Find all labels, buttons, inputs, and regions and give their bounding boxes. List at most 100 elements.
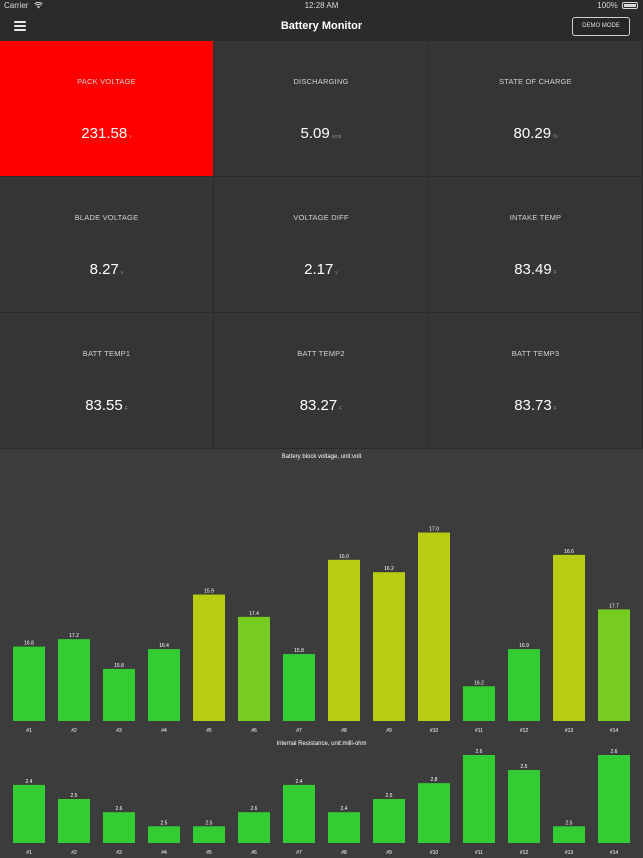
voltage-category-label: #10 <box>430 728 439 734</box>
resistance-category-label: #10 <box>430 850 439 856</box>
voltage-category-label: #7 <box>296 728 302 734</box>
tile-label: DISCHARGING <box>293 77 349 86</box>
tile-value: 83.55 F <box>0 397 213 414</box>
tile-blade-voltage[interactable]: BLADE VOLTAGE 8.27 v <box>0 177 214 313</box>
voltage-category-label: #13 <box>565 728 574 734</box>
voltage-bar <box>148 649 180 721</box>
resistance-category-label: #3 <box>116 850 122 856</box>
battery-group: 100% <box>597 0 638 12</box>
carrier-label: Carrier <box>4 1 29 10</box>
resistance-bar <box>553 826 585 843</box>
tile-value: 83.73 F <box>429 397 642 414</box>
tile-state-of-charge[interactable]: STATE OF CHARGE 80.29% <box>429 41 643 177</box>
value-text: 83.55 <box>85 397 123 414</box>
charts-panel: Battery block voltage, unit:volt 16.8 #1 1… <box>0 449 643 858</box>
tile-value: 5.09 amp <box>214 125 428 142</box>
voltage-value-label: 16.4 <box>159 643 169 649</box>
tile-label: PACK VOLTAGE <box>77 77 136 86</box>
resistance-value-label: 2.4 <box>26 779 33 785</box>
resistance-category-label: #8 <box>341 850 347 856</box>
voltage-value-label: 15.9 <box>204 589 214 595</box>
tile-label: VOLTAGE DIFF <box>293 213 349 222</box>
value-text: 83.73 <box>514 397 552 414</box>
resistance-category-label: #11 <box>475 850 483 856</box>
unit-text: amp <box>331 134 342 140</box>
voltage-bar <box>508 649 540 721</box>
voltage-value-label: 17.2 <box>69 633 79 639</box>
voltage-bar <box>373 572 405 721</box>
resistance-value-label: 2.6 <box>251 806 258 812</box>
resistance-category-label: #13 <box>565 850 574 856</box>
tile-label: BLADE VOLTAGE <box>74 213 139 222</box>
resistance-category-label: #7 <box>296 850 302 856</box>
resistance-bar <box>238 812 270 843</box>
tile-discharging[interactable]: DISCHARGING 5.09 amp <box>214 41 429 177</box>
carrier-group: Carrier <box>4 0 43 12</box>
voltage-value-label: 15.8 <box>114 663 124 669</box>
tile-label: BATT TEMP2 <box>297 349 345 358</box>
hamburger-menu-icon[interactable] <box>14 21 26 31</box>
voltage-value-label: 16.6 <box>564 549 574 555</box>
voltage-bar <box>463 686 495 721</box>
resistance-bar <box>103 812 135 843</box>
unit-text: v <box>335 270 338 276</box>
resistance-value-label: 2.4 <box>341 806 348 812</box>
tile-value: 80.29% <box>429 125 642 142</box>
voltage-category-label: #9 <box>386 728 392 734</box>
value-text: 5.09 <box>300 125 330 142</box>
unit-text: v <box>120 270 124 276</box>
voltage-category-label: #3 <box>116 728 122 734</box>
voltage-category-label: #6 <box>251 728 257 734</box>
tile-batt-temp3[interactable]: BATT TEMP3 83.73 F <box>429 313 643 449</box>
resistance-value-label: 2.5 <box>206 820 213 826</box>
tile-batt-temp1[interactable]: BATT TEMP1 83.55 F <box>0 313 214 449</box>
voltage-bar <box>418 532 450 721</box>
resistance-bar <box>148 826 180 843</box>
tile-batt-temp2[interactable]: BATT TEMP2 83.27 F <box>214 313 429 449</box>
demo-mode-button[interactable]: DEMO MODE <box>572 17 630 36</box>
tile-label: INTAKE TEMP <box>509 213 562 222</box>
value-text: 231.58 <box>81 125 128 142</box>
tile-value: 2.17 v <box>214 261 428 278</box>
value-text: 80.29 <box>513 125 552 142</box>
voltage-value-label: 17.4 <box>249 611 259 617</box>
unit-text: F <box>124 406 128 412</box>
tile-intake-temp[interactable]: INTAKE TEMP 83.49 F <box>429 177 643 313</box>
voltage-category-label: #11 <box>475 728 483 734</box>
resistance-category-label: #9 <box>386 850 392 856</box>
voltage-bar <box>193 594 225 721</box>
unit-text: v <box>129 134 132 140</box>
voltage-value-label: 17.7 <box>609 603 619 609</box>
voltage-value-label: 16.8 <box>24 641 34 647</box>
voltage-value-label: 16.2 <box>474 680 484 686</box>
tile-value: 8.27 v <box>0 261 213 278</box>
resistance-chart-title: Internal Resistance, unit:milli-ohm <box>276 741 367 747</box>
resistance-category-label: #5 <box>206 850 212 856</box>
voltage-category-label: #5 <box>206 728 212 734</box>
voltage-value-label: 16.9 <box>519 643 529 649</box>
tile-label: BATT TEMP1 <box>82 349 131 358</box>
voltage-bar <box>283 654 315 721</box>
resistance-bar <box>13 784 45 843</box>
metrics-grid: PACK VOLTAGE 231.58 v DISCHARGING 5.09 amp… <box>0 41 643 449</box>
resistance-value-label: 2.6 <box>116 806 123 812</box>
resistance-bar <box>598 755 630 843</box>
voltage-category-label: #1 <box>26 728 32 734</box>
voltage-value-label: 15.8 <box>294 648 304 654</box>
resistance-category-label: #1 <box>26 850 32 856</box>
unit-text: % <box>553 134 558 140</box>
value-text: 83.49 <box>514 261 552 278</box>
resistance-bar <box>373 799 405 843</box>
voltage-bar <box>58 639 90 721</box>
resistance-category-label: #12 <box>520 850 529 856</box>
status-bar: Carrier 12:28 AM 100% <box>0 0 643 12</box>
resistance-category-label: #14 <box>610 850 619 856</box>
tile-pack-voltage[interactable]: PACK VOLTAGE 231.58 v <box>0 41 214 177</box>
resistance-bar-chart: 2.4 #1 2.5 #2 2.6 #3 2.5 #4 2.5 #5 2.6 #6 2.4 #7 2.4 #8… <box>13 749 630 856</box>
status-time: 12:28 AM <box>304 1 339 10</box>
page-title: Battery Monitor <box>280 20 363 32</box>
tile-voltage-diff[interactable]: VOLTAGE DIFF 2.17 v <box>214 177 429 313</box>
voltage-category-label: #12 <box>520 728 529 734</box>
tile-value: 83.27 F <box>214 397 428 414</box>
resistance-value-label: 2.4 <box>296 779 303 785</box>
